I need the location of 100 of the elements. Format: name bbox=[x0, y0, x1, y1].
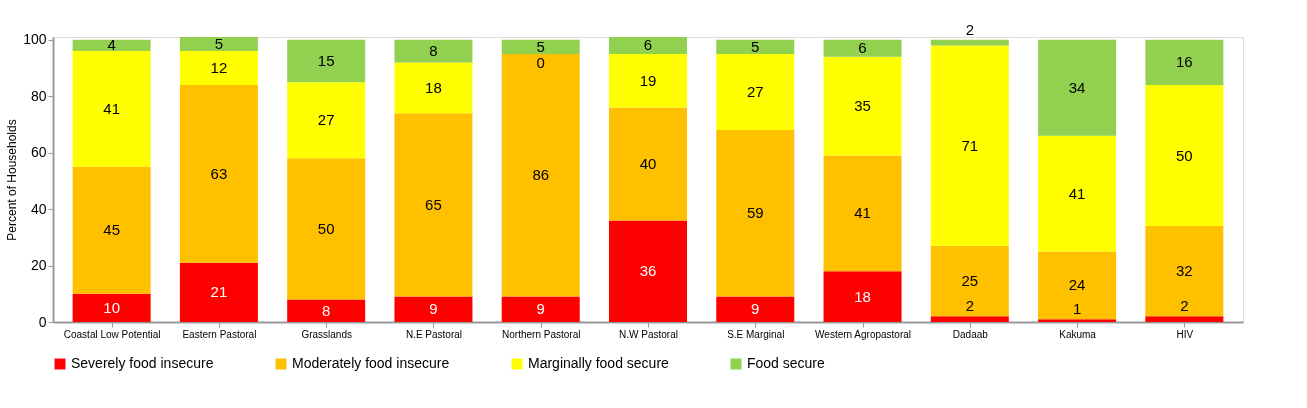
bar bbox=[501, 296, 580, 322]
data-label: 25 bbox=[961, 272, 979, 290]
data-label: 10 bbox=[103, 298, 120, 316]
bar bbox=[72, 166, 151, 294]
data-label: 18 bbox=[425, 78, 442, 96]
x-tick-label: Kakuma bbox=[1059, 328, 1097, 340]
bar bbox=[1145, 316, 1224, 322]
bar bbox=[930, 245, 1009, 317]
x-tick-label: Grasslands bbox=[301, 328, 352, 340]
data-label: 16 bbox=[1176, 53, 1193, 71]
data-label: 5 bbox=[536, 37, 545, 55]
x-tick-label: Coastal Low Potential bbox=[63, 328, 161, 340]
data-label: 86 bbox=[532, 166, 550, 184]
data-label: 45 bbox=[103, 221, 120, 239]
bar bbox=[1145, 84, 1224, 227]
bar bbox=[179, 262, 258, 322]
bar bbox=[609, 37, 687, 54]
data-label: 1 bbox=[1072, 300, 1082, 318]
bar bbox=[501, 39, 580, 54]
data-label: 18 bbox=[854, 287, 871, 305]
data-label: 27 bbox=[746, 83, 764, 101]
bar bbox=[287, 158, 366, 300]
bar bbox=[394, 113, 473, 297]
bar bbox=[609, 107, 687, 221]
data-label: 27 bbox=[317, 111, 335, 129]
bar bbox=[501, 53, 580, 297]
data-label: 63 bbox=[210, 164, 228, 182]
bar bbox=[394, 39, 473, 63]
bar bbox=[1038, 251, 1117, 320]
y-tick-label: 40 bbox=[30, 200, 47, 217]
x-tick-label: N.E Pastoral bbox=[405, 328, 463, 340]
bar bbox=[823, 39, 902, 57]
data-label: 34 bbox=[1068, 78, 1086, 96]
x-tick-label: HIV bbox=[1176, 328, 1194, 340]
bar bbox=[287, 299, 366, 322]
bar bbox=[72, 51, 151, 167]
bar bbox=[394, 62, 473, 114]
legend-label: Food secure bbox=[747, 355, 826, 371]
data-label: 41 bbox=[103, 99, 120, 117]
data-label: 41 bbox=[1068, 184, 1086, 202]
bar bbox=[1145, 226, 1224, 317]
data-label: 8 bbox=[429, 42, 438, 60]
bar bbox=[716, 53, 795, 131]
data-label: 21 bbox=[210, 283, 228, 301]
bar bbox=[287, 39, 366, 83]
data-label: 59 bbox=[746, 204, 764, 222]
data-label: 36 bbox=[639, 262, 657, 280]
data-label: 65 bbox=[425, 195, 442, 213]
data-label: 5 bbox=[214, 35, 224, 53]
data-label: 9 bbox=[429, 300, 438, 318]
data-label: 2 bbox=[965, 297, 974, 315]
bar bbox=[179, 51, 258, 85]
bar bbox=[823, 155, 902, 272]
x-tick-label: S.E Marginal bbox=[727, 328, 785, 340]
data-label: 6 bbox=[643, 36, 653, 54]
y-tick-label: 0 bbox=[38, 313, 47, 330]
bar bbox=[716, 130, 795, 297]
bar bbox=[72, 293, 151, 322]
data-label: 9 bbox=[751, 300, 760, 318]
y-tick-label: 60 bbox=[30, 144, 47, 161]
data-label: 19 bbox=[639, 71, 657, 89]
data-label: 0 bbox=[536, 53, 545, 71]
bar bbox=[930, 45, 1009, 246]
x-tick-label: Western Agropastoral bbox=[815, 328, 912, 340]
data-label: 50 bbox=[1176, 146, 1193, 164]
data-label: 5 bbox=[751, 37, 760, 55]
bar bbox=[394, 296, 473, 322]
data-label: 41 bbox=[854, 204, 871, 222]
data-label: 12 bbox=[210, 59, 228, 77]
data-label: 50 bbox=[317, 219, 335, 237]
bar bbox=[716, 296, 795, 322]
data-label: 4 bbox=[107, 36, 116, 54]
bar bbox=[287, 82, 366, 159]
bar bbox=[823, 271, 902, 322]
y-tick-label: 20 bbox=[30, 257, 47, 274]
bar bbox=[1145, 39, 1224, 85]
data-label: 2 bbox=[965, 20, 974, 38]
bar bbox=[1038, 135, 1117, 252]
data-label: 71 bbox=[961, 136, 979, 154]
data-label: 6 bbox=[858, 39, 867, 57]
legend-label: Marginally food secure bbox=[528, 355, 670, 371]
y-axis-title: Percent of Households bbox=[5, 119, 20, 241]
legend-label: Moderately food insecure bbox=[292, 355, 450, 371]
bar bbox=[716, 39, 795, 54]
x-tick-label: Dadaab bbox=[952, 328, 989, 340]
x-tick-label: N.W Pastoral bbox=[619, 328, 678, 340]
y-tick-label: 100 bbox=[23, 31, 47, 48]
bar bbox=[930, 316, 1009, 322]
data-label: 24 bbox=[1068, 276, 1086, 294]
bar bbox=[179, 84, 258, 263]
x-tick-label: Eastern Pastoral bbox=[182, 328, 257, 340]
bar bbox=[609, 53, 687, 108]
data-label: 9 bbox=[536, 300, 545, 318]
bar bbox=[179, 37, 258, 52]
bar bbox=[1038, 319, 1117, 322]
bar bbox=[1038, 39, 1117, 136]
data-label: 40 bbox=[639, 154, 657, 172]
data-label: 32 bbox=[1176, 262, 1193, 280]
data-label: 2 bbox=[1180, 297, 1189, 315]
data-label: 15 bbox=[317, 51, 335, 69]
